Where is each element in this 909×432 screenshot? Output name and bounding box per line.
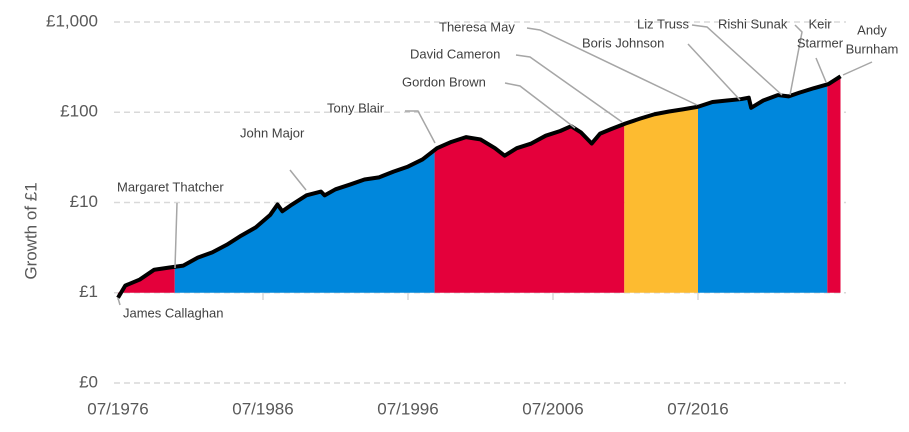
growth-line bbox=[116, 74, 842, 299]
leader-line bbox=[405, 110, 436, 144]
y-tick-label: £10 bbox=[70, 192, 98, 211]
annotation-label: Liz Truss bbox=[637, 16, 690, 31]
annotation-label: David Cameron bbox=[410, 46, 500, 61]
x-tick-label: 07/1986 bbox=[232, 399, 293, 418]
annotation-label: Keir bbox=[808, 16, 832, 31]
annotation-label: Tony Blair bbox=[327, 100, 385, 115]
x-tick-label: 07/1996 bbox=[377, 399, 438, 418]
leader-line bbox=[815, 57, 827, 83]
leader-line bbox=[515, 54, 623, 123]
government-band bbox=[118, 266, 175, 298]
annotation-label: Andy bbox=[857, 22, 887, 37]
y-tick-label: £100 bbox=[60, 102, 98, 121]
y-axis-label: Growth of £1 bbox=[21, 182, 40, 279]
leader-line bbox=[174, 202, 178, 269]
government-band bbox=[827, 76, 841, 293]
annotation-label: Margaret Thatcher bbox=[117, 179, 224, 194]
y-tick-label: £0 bbox=[79, 372, 98, 391]
government-band bbox=[698, 84, 828, 293]
leader-line bbox=[691, 24, 783, 96]
x-tick-label: 07/2016 bbox=[667, 399, 728, 418]
leader-line bbox=[289, 169, 307, 191]
annotation-label: Burnham bbox=[846, 41, 899, 56]
leader-line bbox=[842, 61, 873, 76]
annotation-label: John Major bbox=[240, 125, 305, 140]
x-tick-label: 07/1976 bbox=[87, 399, 148, 418]
annotation-label: Rishi Sunak bbox=[718, 16, 788, 31]
leader-line bbox=[117, 297, 121, 306]
annotation-label: Boris Johnson bbox=[582, 35, 664, 50]
annotation-label: Gordon Brown bbox=[402, 74, 486, 89]
leader-line bbox=[504, 82, 576, 129]
government-band bbox=[434, 123, 625, 293]
leader-line bbox=[526, 27, 698, 106]
leader-line bbox=[687, 43, 741, 101]
x-tick-label: 07/2006 bbox=[522, 399, 583, 418]
annotation-label: James Callaghan bbox=[123, 305, 223, 320]
government-band bbox=[624, 106, 699, 293]
government-band bbox=[174, 150, 435, 293]
annotation-label: Starmer bbox=[797, 35, 844, 50]
annotation-label: Theresa May bbox=[439, 19, 515, 34]
y-tick-label: £1,000 bbox=[46, 11, 98, 30]
leader-line bbox=[789, 24, 803, 96]
y-tick-label: £1 bbox=[79, 282, 98, 301]
